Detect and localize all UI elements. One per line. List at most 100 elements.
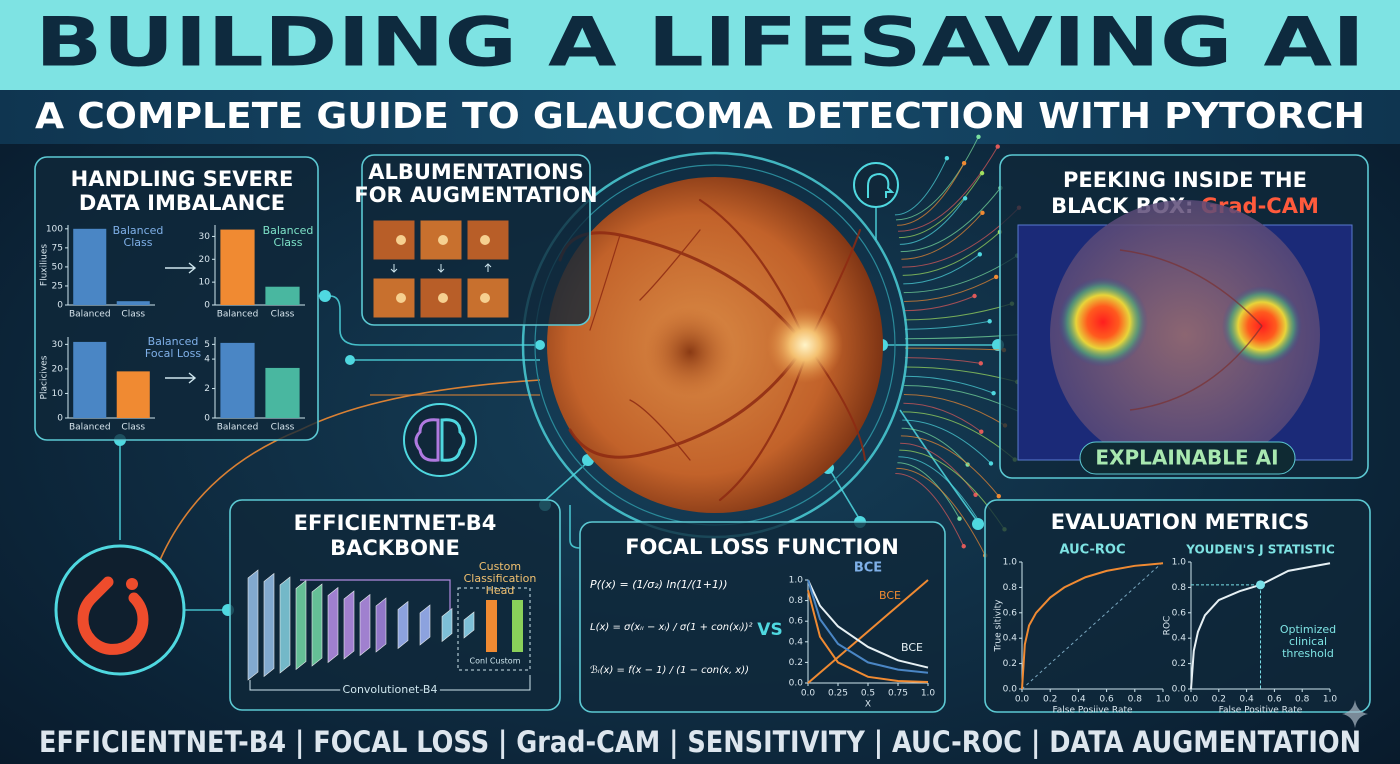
arrows: [165, 262, 197, 384]
panel-title: BACKBONE: [330, 536, 460, 560]
y-tick-label: 10: [199, 278, 211, 288]
signal-dot: [980, 210, 985, 216]
y-tick-label: 10: [52, 389, 64, 399]
x-tick-label: Balanced: [217, 423, 259, 433]
series-line: [807, 579, 929, 669]
x-axis-label: False Posiive Rate: [1052, 706, 1133, 716]
series-line: [807, 590, 929, 683]
x-tick-label: Class: [271, 423, 295, 433]
layer: [359, 593, 371, 657]
y-tick-label: 20: [199, 255, 211, 265]
layer: [441, 607, 453, 643]
x-tick-label: 0.8: [1295, 695, 1310, 705]
badge-text: EXPLAINABLE AI: [1095, 446, 1278, 470]
page-title: BUILDING A LIFESAVING AI: [35, 4, 1365, 83]
x-tick-label: Class: [271, 310, 295, 320]
annotation: clinical: [1289, 635, 1327, 648]
y-tick-label: 50: [52, 262, 64, 272]
signal-dot: [979, 170, 985, 176]
thumbnail-disc: [438, 293, 448, 303]
thumbnail-disc: [480, 293, 490, 303]
bar: [265, 286, 300, 305]
brain-icon: [403, 403, 477, 477]
arrow: [437, 264, 445, 273]
chance-line: [1021, 561, 1164, 690]
signal-line: [899, 198, 966, 245]
signal-dot: [996, 493, 1001, 499]
layer: [397, 600, 409, 650]
signal-line: [901, 427, 968, 465]
signal-line: [901, 212, 983, 260]
series-label: BCE: [901, 641, 923, 654]
panel-title: HANDLING SEVERE: [71, 167, 294, 191]
signal-dot: [977, 252, 983, 257]
bar: [73, 341, 107, 418]
head-box: [457, 587, 531, 671]
network-layers: [247, 569, 475, 681]
signal-dot: [962, 196, 968, 201]
panel-title: EVALUATION METRICS: [1051, 510, 1309, 534]
panel-title: FOR AUGMENTATION: [354, 183, 597, 207]
x-tick-label: 1.0: [1156, 695, 1171, 705]
signal-dot: [961, 161, 967, 166]
signal-line: [897, 162, 965, 226]
x-tick-label: 1.0: [1323, 695, 1338, 705]
annotation: Optimized: [1280, 623, 1336, 636]
signal-line: [898, 456, 982, 526]
vs-label: VS: [757, 620, 782, 640]
y-tick-label: 1.0: [1003, 558, 1018, 568]
signal-line: [898, 146, 999, 232]
layer: [375, 597, 387, 653]
x-tick-label: Class: [121, 423, 145, 433]
signal-line: [904, 357, 981, 364]
x-tick-label: 0.0: [1184, 695, 1199, 705]
x-tick-label: 0.2: [1212, 695, 1226, 705]
augmented-thumbnails: [372, 219, 510, 319]
y-tick-label: 0.0: [1003, 685, 1018, 695]
signal-line: [904, 375, 994, 394]
pytorch-logo: [54, 544, 186, 676]
signal-dot: [979, 429, 984, 434]
arrow: [390, 264, 398, 273]
signal-line: [902, 231, 1001, 276]
panel-title: PEEKING INSIDE THE: [1063, 168, 1307, 192]
x-axis-label: X: [865, 700, 871, 710]
layer: [419, 604, 431, 646]
layer: [279, 576, 291, 674]
x-tick-label: 0.8: [1128, 695, 1143, 705]
x-tick-label: 0.6: [1267, 695, 1282, 705]
thumbnail: [466, 219, 510, 261]
signal-line: [898, 172, 983, 239]
head-label: Classification: [464, 572, 537, 585]
x-tick-label: 0.4: [1071, 695, 1086, 705]
layer: [295, 579, 307, 671]
x-tick-label: 0.4: [1239, 695, 1254, 705]
y-tick-label: 4: [204, 355, 210, 365]
y-tick-label: 0.4: [1172, 634, 1187, 644]
x-tick-label: 0.25: [828, 689, 848, 699]
y-tick-label: 0: [204, 301, 210, 311]
signal-dot: [995, 144, 1000, 149]
y-tick-label: 25: [52, 281, 63, 291]
y-tick-label: 0.2: [1003, 659, 1017, 669]
signal-dot: [979, 523, 984, 528]
signal-line: [897, 462, 960, 519]
series-line: [1021, 562, 1164, 690]
signal-line: [895, 473, 965, 547]
y-tick-label: 75: [52, 243, 63, 253]
panel-title: FOCAL LOSS FUNCTION: [625, 535, 899, 559]
y-tick-label: 0.2: [789, 658, 803, 668]
y-tick-label: 0.4: [789, 637, 804, 647]
thumbnail: [466, 277, 510, 319]
signal-dot: [944, 155, 950, 161]
page-subtitle: A COMPLETE GUIDE TO GLAUCOMA DETECTION W…: [35, 96, 1365, 137]
chart-title: BCE: [854, 561, 882, 576]
y-tick-label: 2: [204, 384, 210, 394]
y-tick-label: 0.8: [789, 596, 804, 606]
signal-dot: [976, 134, 981, 140]
panel-title: DATA IMBALANCE: [79, 191, 285, 215]
y-tick-label: 0.6: [1003, 608, 1018, 618]
bar: [73, 228, 107, 305]
y-tick-label: 30: [52, 340, 64, 350]
bar: [116, 371, 150, 418]
